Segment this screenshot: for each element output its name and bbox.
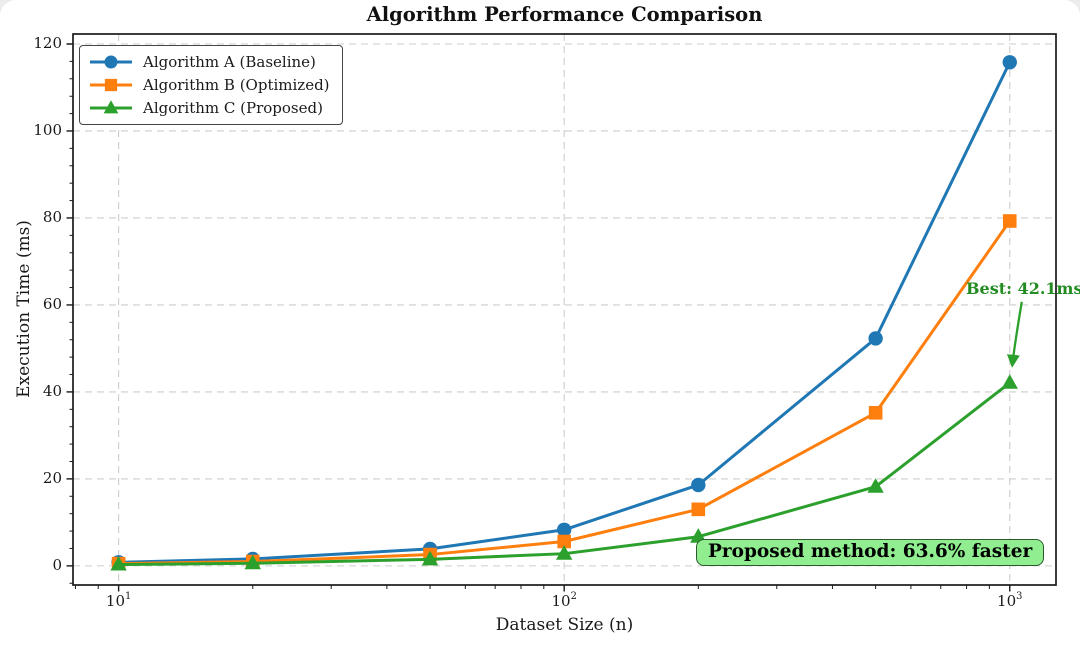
- x-tick-label: 102: [551, 590, 577, 610]
- legend-marker-triangle-icon: [90, 100, 132, 114]
- chart-title: Algorithm Performance Comparison: [366, 3, 763, 26]
- x-tick-label: 103: [997, 590, 1023, 610]
- annotation-best-label: Best: 42.1ms: [966, 279, 1080, 298]
- y-tick-label: 120: [33, 34, 62, 52]
- annotation-callout-box: Proposed method: 63.6% faster: [696, 539, 1045, 566]
- series-algorithm-c-proposed: [110, 374, 1018, 571]
- y-tick-label: 40: [42, 381, 62, 400]
- x-tick-label: 101: [105, 590, 132, 610]
- y-tick-label: 60: [42, 294, 62, 313]
- legend-marker-square-icon: [90, 78, 132, 92]
- y-tick-label: 80: [42, 207, 62, 226]
- y-tick-label: 100: [33, 120, 62, 139]
- legend-marker-circle-icon: [90, 55, 132, 69]
- axis-ticks: [66, 43, 1011, 592]
- legend-item: Algorithm B (Optimized): [88, 74, 330, 96]
- legend-item: Algorithm C (Proposed): [88, 97, 330, 119]
- x-axis-label: Dataset Size (n): [495, 615, 634, 635]
- annotation-best-arrow: [1006, 301, 1023, 368]
- legend-label: Algorithm B (Optimized): [143, 76, 330, 94]
- legend-label: Algorithm A (Baseline): [143, 53, 316, 71]
- legend-label: Algorithm C (Proposed): [143, 99, 323, 117]
- y-tick-label: 20: [42, 468, 62, 487]
- legend: Algorithm A (Baseline) Algorithm B (Opti…: [79, 45, 343, 125]
- y-tick-label: 0: [52, 555, 62, 574]
- legend-item: Algorithm A (Baseline): [88, 51, 330, 73]
